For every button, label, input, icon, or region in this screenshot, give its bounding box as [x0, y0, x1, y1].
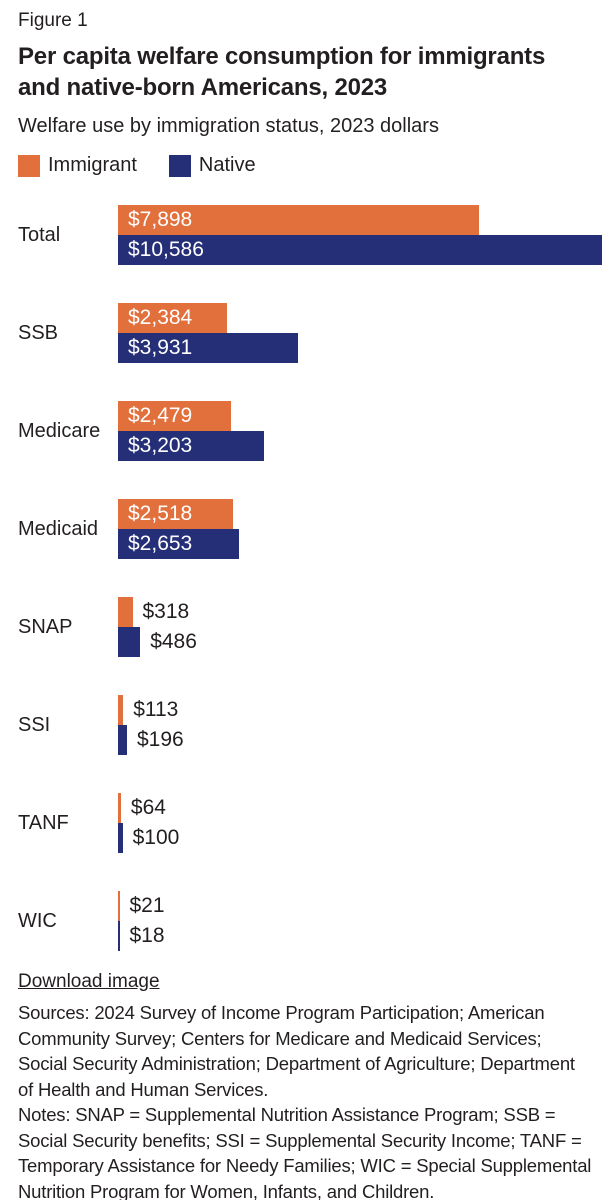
legend-item-native: Native — [168, 154, 256, 177]
legend-swatch-immigrant — [18, 154, 40, 177]
bar-group: $21 $18 — [118, 891, 594, 951]
bar-value-label: $113 — [133, 698, 179, 721]
category-label: WIC — [18, 909, 57, 932]
category-label: SSB — [18, 321, 59, 344]
figure-label: Figure 1 — [18, 10, 88, 31]
chart-row: Total $7,898 $10,586 — [18, 205, 602, 265]
bar-line: $18 — [118, 921, 594, 951]
chart-row: SNAP $318 $486 — [18, 597, 594, 657]
category-label: TANF — [18, 811, 69, 834]
bar-value-label: $18 — [129, 924, 165, 947]
legend: Immigrant Native — [18, 154, 594, 177]
category-label: Medicaid — [18, 517, 99, 540]
bar-group: $2,384 $3,931 — [118, 303, 594, 363]
category-label: SSI — [18, 713, 51, 736]
chart-row: TANF $64 $100 — [18, 793, 594, 853]
bar-group: $2,479 $3,203 — [118, 401, 594, 461]
bar-line: $2,384 — [118, 303, 594, 333]
chart-row: WIC $21 $18 — [18, 891, 594, 951]
bar-native: $10,586 — [118, 235, 602, 265]
bar-value-label: $2,518 — [128, 502, 193, 525]
bar-group: $7,898 $10,586 — [118, 205, 602, 265]
chart-title: Per capita welfare consumption for immig… — [18, 43, 546, 101]
bar-value-label: $2,653 — [128, 532, 193, 555]
category-label: Total — [18, 223, 61, 246]
bar-value-label: $64 — [130, 796, 166, 819]
bar-value-label: $3,931 — [128, 336, 193, 359]
bar-line: $7,898 — [118, 205, 594, 235]
bar-value-label: $318 — [142, 600, 190, 623]
bar-immigrant: $2,518 — [118, 499, 234, 529]
bar-value-label: $2,479 — [128, 404, 193, 427]
bar-immigrant: $2,479 — [118, 401, 232, 431]
bar-value-label: $10,586 — [128, 238, 204, 261]
chart-row: SSI $113 $196 — [18, 695, 594, 755]
bar-line: $2,653 — [118, 529, 594, 559]
legend-label-native: Native — [198, 154, 256, 176]
bar-line: $486 — [118, 627, 594, 657]
legend-swatch-native — [168, 154, 191, 177]
chart-row: SSB $2,384 $3,931 — [18, 303, 594, 363]
bar-value-label: $21 — [129, 894, 165, 917]
bar-immigrant: $2,384 — [118, 303, 227, 333]
bar-immigrant: $7,898 — [118, 205, 480, 235]
bar-line: $100 — [118, 823, 594, 853]
bar-line: $2,518 — [118, 499, 594, 529]
bar-line: $196 — [118, 725, 594, 755]
bar-value-label: $2,384 — [128, 306, 193, 329]
bar-line: $113 — [118, 695, 594, 725]
bar-line: $3,203 — [118, 431, 594, 461]
chart-row: Medicaid $2,518 $2,653 — [18, 499, 594, 559]
download-image-link[interactable]: Download image — [18, 971, 160, 992]
chart-subtitle: Welfare use by immigration status, 2023 … — [18, 115, 439, 137]
bar-group: $64 $100 — [118, 793, 594, 853]
bar-immigrant — [118, 597, 133, 627]
bar-value-label: $3,203 — [128, 434, 193, 457]
legend-item-immigrant: Immigrant — [18, 154, 137, 177]
bar-group: $113 $196 — [118, 695, 594, 755]
bar-group: $318 $486 — [118, 597, 594, 657]
category-label: Medicare — [18, 419, 101, 442]
bar-native: $3,203 — [118, 431, 265, 461]
bar-value-label: $196 — [137, 728, 184, 751]
bar-line: $21 — [118, 891, 594, 921]
bar-native — [118, 823, 123, 853]
bar-line: $10,586 — [118, 235, 602, 265]
bar-native — [118, 627, 141, 657]
bar-native: $3,931 — [118, 333, 298, 363]
bar-chart: Total $7,898 $10,586 SSB $2,384 $3,931 Medicar… — [18, 205, 602, 951]
category-label: SNAP — [18, 615, 73, 638]
bar-native — [118, 921, 120, 951]
bar-line: $318 — [118, 597, 594, 627]
bar-immigrant — [118, 695, 124, 725]
bar-group: $2,518 $2,653 — [118, 499, 594, 559]
bar-value-label: $100 — [132, 826, 180, 849]
bar-native: $2,653 — [118, 529, 240, 559]
legend-label-immigrant: Immigrant — [48, 154, 137, 176]
bar-immigrant — [118, 793, 121, 823]
sources-text: Sources: 2024 Survey of Income Program P… — [18, 1002, 575, 1100]
bar-value-label: $486 — [150, 630, 197, 653]
bar-line: $64 — [118, 793, 594, 823]
notes-text: Notes: SNAP = Supplemental Nutrition Ass… — [18, 1104, 592, 1200]
bar-immigrant — [118, 891, 120, 921]
bar-native — [118, 725, 127, 755]
bar-line: $2,479 — [118, 401, 594, 431]
bar-line: $3,931 — [118, 333, 594, 363]
figure-footer: Download image Sources: 2024 Survey of I… — [18, 971, 594, 1200]
chart-row: Medicare $2,479 $3,203 — [18, 401, 594, 461]
bar-value-label: $7,898 — [128, 208, 193, 231]
